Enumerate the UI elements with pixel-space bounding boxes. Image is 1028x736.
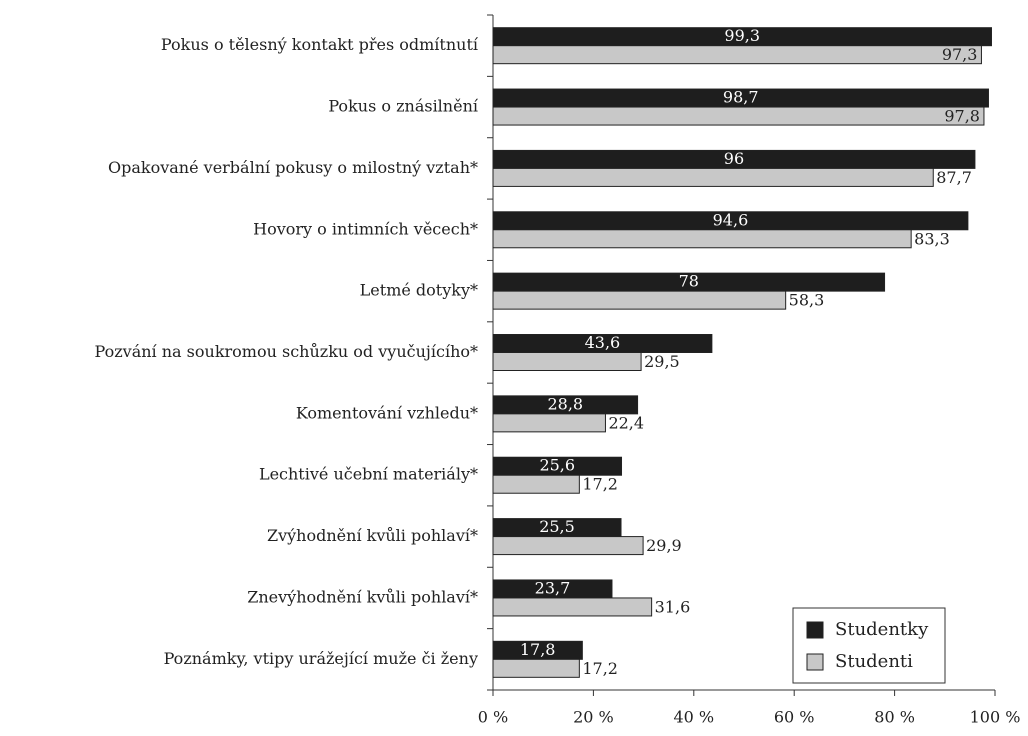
value-label: 25,5 bbox=[539, 517, 575, 536]
category-label: Poznámky, vtipy urážející muže či ženy bbox=[164, 649, 478, 668]
bar bbox=[492, 229, 912, 249]
category-label: Letmé dotyky* bbox=[360, 281, 478, 300]
bar bbox=[492, 474, 580, 494]
x-tick-label: 0 % bbox=[478, 708, 508, 727]
x-tick-label: 80 % bbox=[874, 708, 915, 727]
value-label: 83,3 bbox=[914, 229, 950, 248]
category-label: Hovory o intimních věcech* bbox=[253, 219, 478, 238]
x-tick-label: 60 % bbox=[774, 708, 815, 727]
value-label: 29,5 bbox=[644, 352, 680, 371]
legend-label: Studentky bbox=[835, 619, 929, 640]
value-label: 94,6 bbox=[713, 210, 749, 229]
value-label: 17,2 bbox=[582, 659, 618, 678]
value-label: 87,7 bbox=[936, 168, 972, 187]
bar bbox=[492, 536, 644, 556]
value-label: 98,7 bbox=[723, 88, 759, 107]
category-label: Opakované verbální pokusy o milostný vzt… bbox=[108, 158, 478, 177]
bar bbox=[492, 658, 580, 678]
value-label: 97,8 bbox=[944, 107, 980, 126]
value-label: 23,7 bbox=[535, 578, 571, 597]
value-label: 43,6 bbox=[585, 333, 621, 352]
value-label: 17,8 bbox=[520, 640, 556, 659]
bar bbox=[492, 45, 982, 65]
x-tick-label: 100 % bbox=[970, 708, 1021, 727]
bar bbox=[492, 352, 642, 371]
value-label: 97,3 bbox=[942, 45, 978, 64]
category-label: Znevýhodnění kvůli pohlaví* bbox=[247, 587, 478, 606]
bar bbox=[492, 413, 606, 433]
legend-label: Studenti bbox=[835, 651, 913, 672]
category-label: Komentování vzhledu* bbox=[296, 403, 478, 422]
legend-swatch bbox=[806, 621, 824, 639]
value-label: 99,3 bbox=[724, 26, 760, 45]
value-label: 96 bbox=[724, 149, 744, 168]
value-label: 28,8 bbox=[547, 394, 583, 413]
bar bbox=[492, 597, 653, 617]
category-label: Zvýhodnění kvůli pohlaví* bbox=[267, 526, 478, 545]
legend-swatch bbox=[806, 653, 824, 671]
value-label: 58,3 bbox=[789, 291, 825, 310]
bar bbox=[492, 106, 985, 126]
category-label: Pozvání na soukromou schůzku od vyučujíc… bbox=[94, 342, 478, 361]
x-tick-label: 20 % bbox=[573, 708, 614, 727]
value-label: 29,9 bbox=[646, 536, 682, 555]
category-label: Pokus o tělesný kontakt přes odmítnutí bbox=[161, 35, 479, 54]
category-label: Pokus o znásilnění bbox=[328, 97, 479, 116]
value-label: 22,4 bbox=[608, 413, 644, 432]
value-label: 25,6 bbox=[539, 456, 575, 475]
bar bbox=[492, 167, 934, 187]
value-label: 78 bbox=[679, 272, 699, 291]
value-label: 31,6 bbox=[655, 597, 691, 616]
value-label: 17,2 bbox=[582, 475, 618, 494]
category-label: Lechtivé učební materiály* bbox=[259, 465, 478, 484]
x-tick-label: 40 % bbox=[673, 708, 714, 727]
bar bbox=[492, 290, 787, 310]
